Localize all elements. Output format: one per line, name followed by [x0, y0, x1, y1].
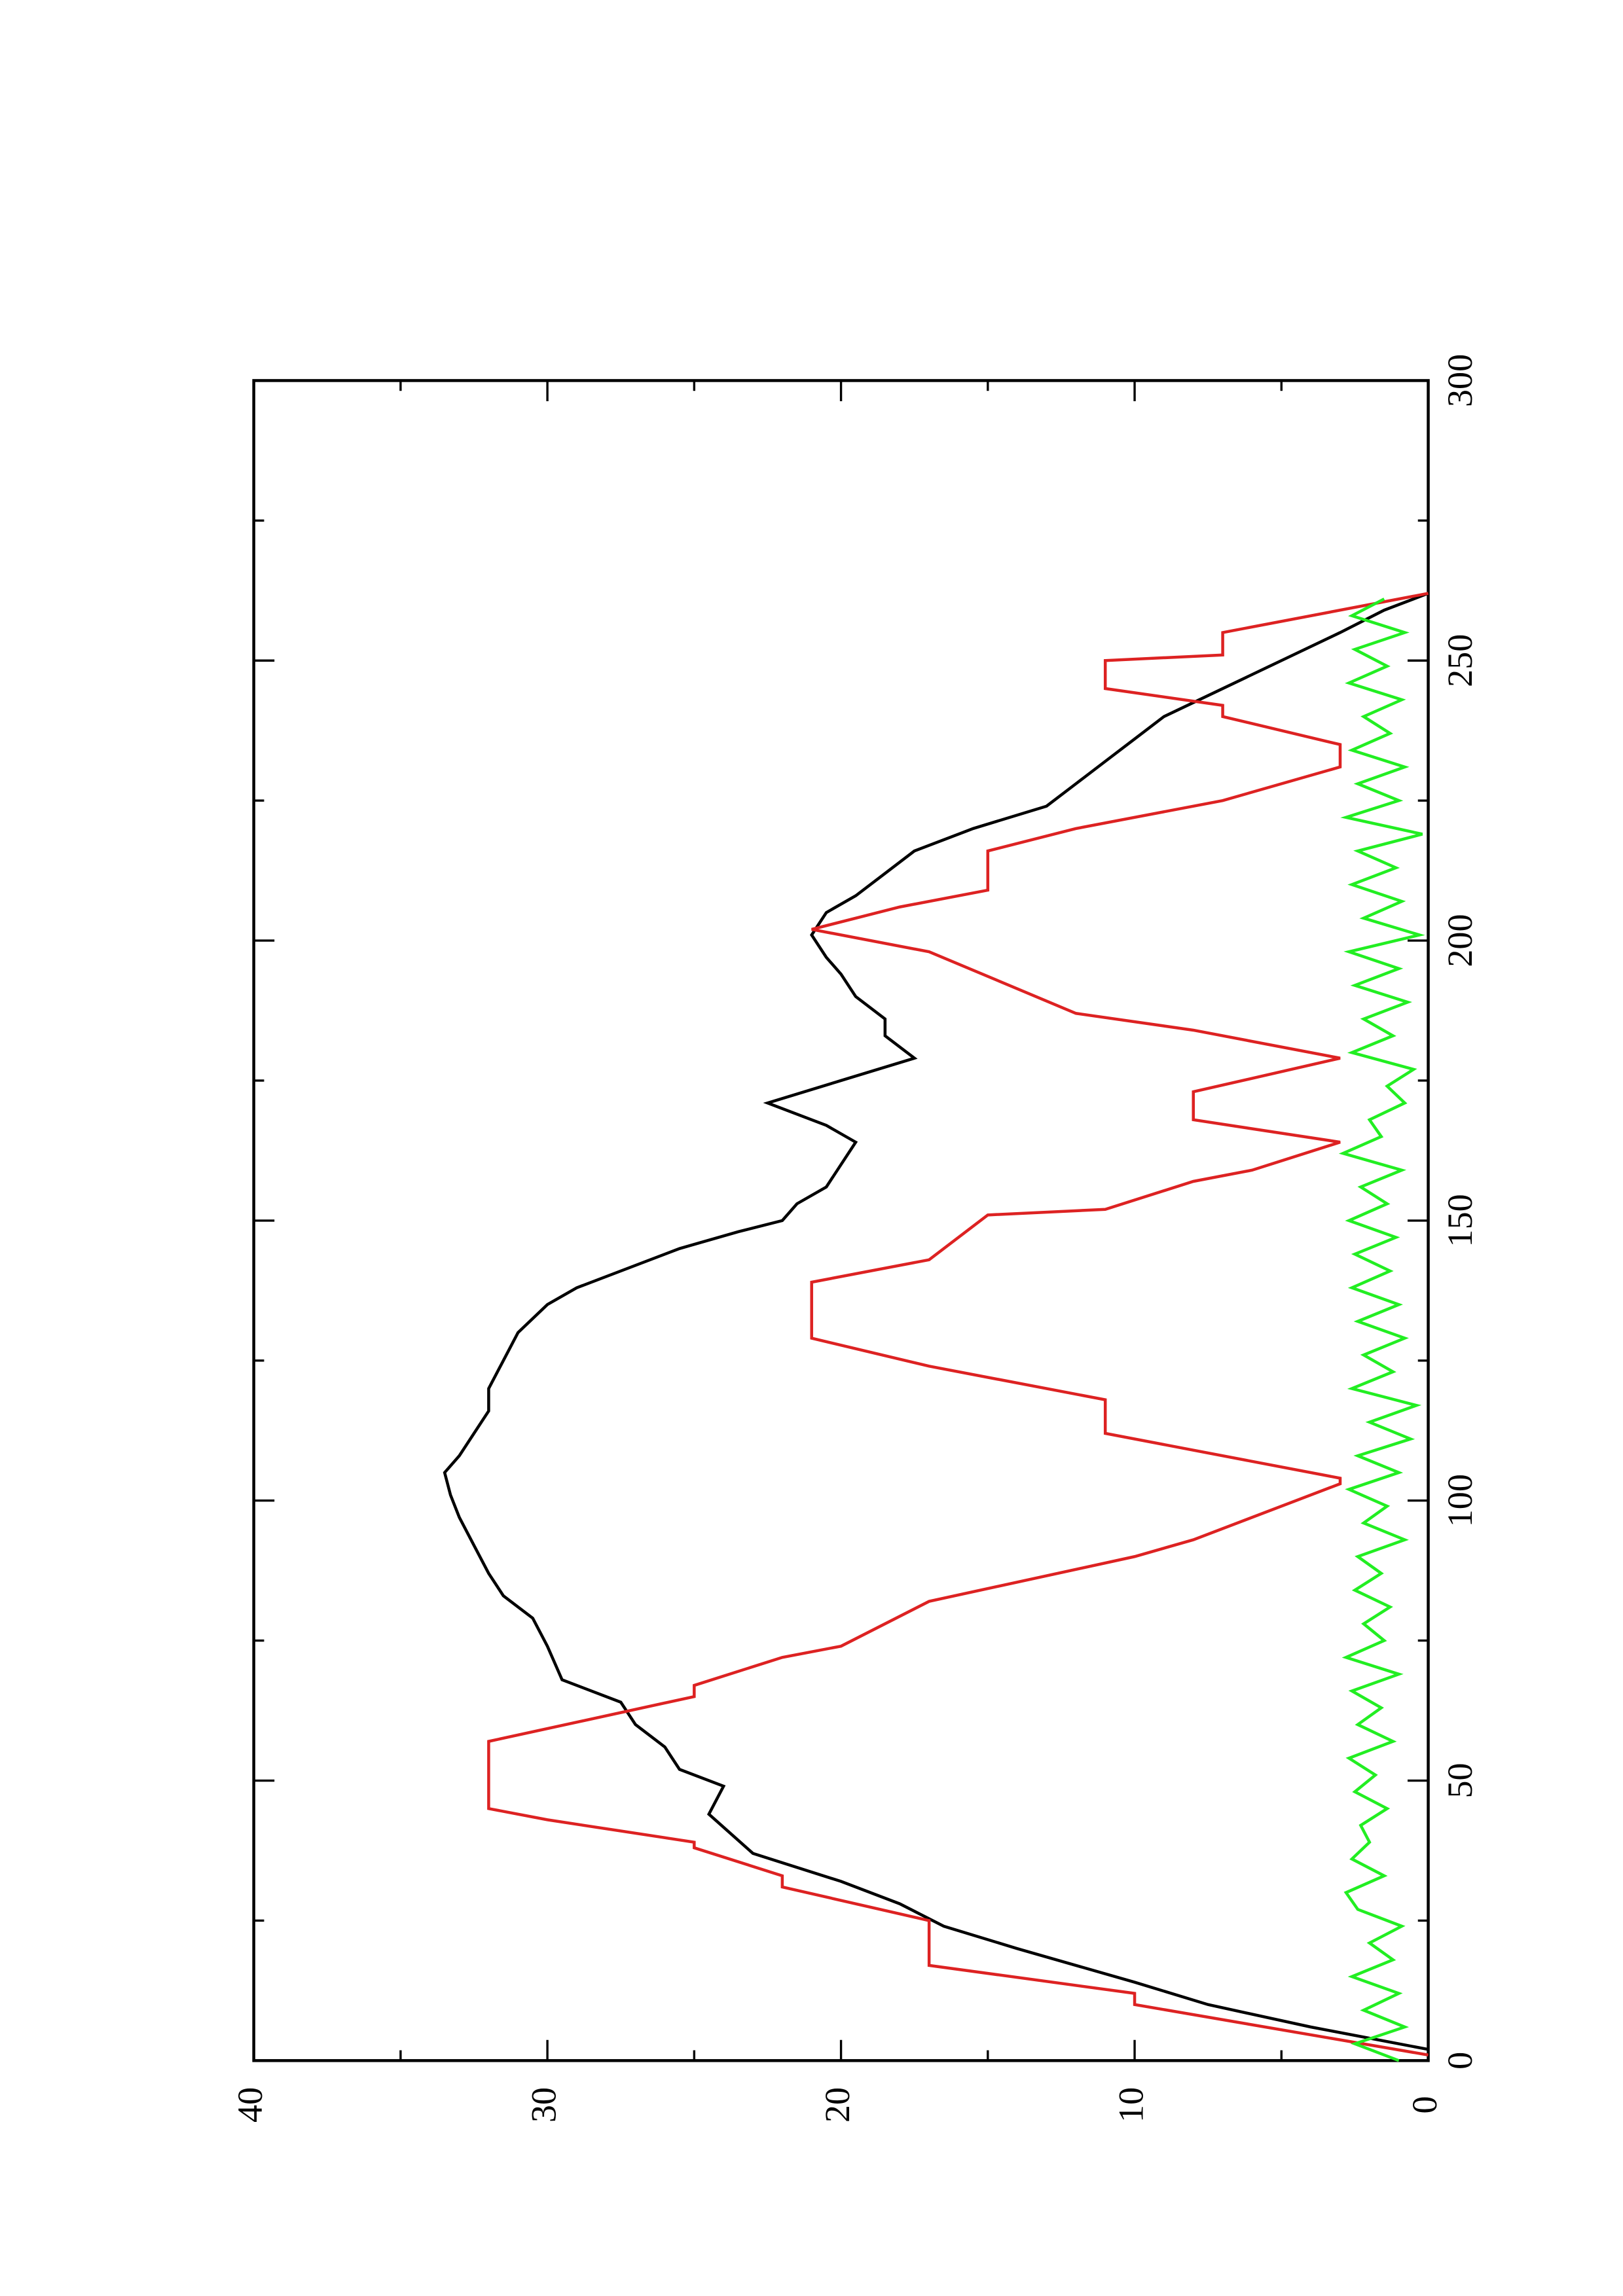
- x-tick-label: 50: [1440, 1763, 1480, 1798]
- y-tick-label: 0: [1405, 2096, 1444, 2113]
- x-tick-label: 200: [1440, 914, 1480, 967]
- series-line: [443, 592, 1429, 2051]
- series-line: [1338, 598, 1425, 2062]
- y-tick-label: 20: [818, 2087, 857, 2123]
- x-tick-label: 0: [1440, 2052, 1480, 2070]
- x-tick-label: 100: [1440, 1474, 1480, 1527]
- x-tick-label: 250: [1440, 634, 1480, 687]
- x-tick-label: 150: [1440, 1194, 1480, 1247]
- y-tick-label: 10: [1111, 2087, 1150, 2123]
- plot-frame: [252, 379, 1430, 2062]
- y-tick-label: 40: [230, 2087, 270, 2123]
- y-tick-label: 30: [524, 2087, 564, 2123]
- x-tick-label: 300: [1440, 354, 1480, 407]
- series-line: [487, 592, 1429, 2056]
